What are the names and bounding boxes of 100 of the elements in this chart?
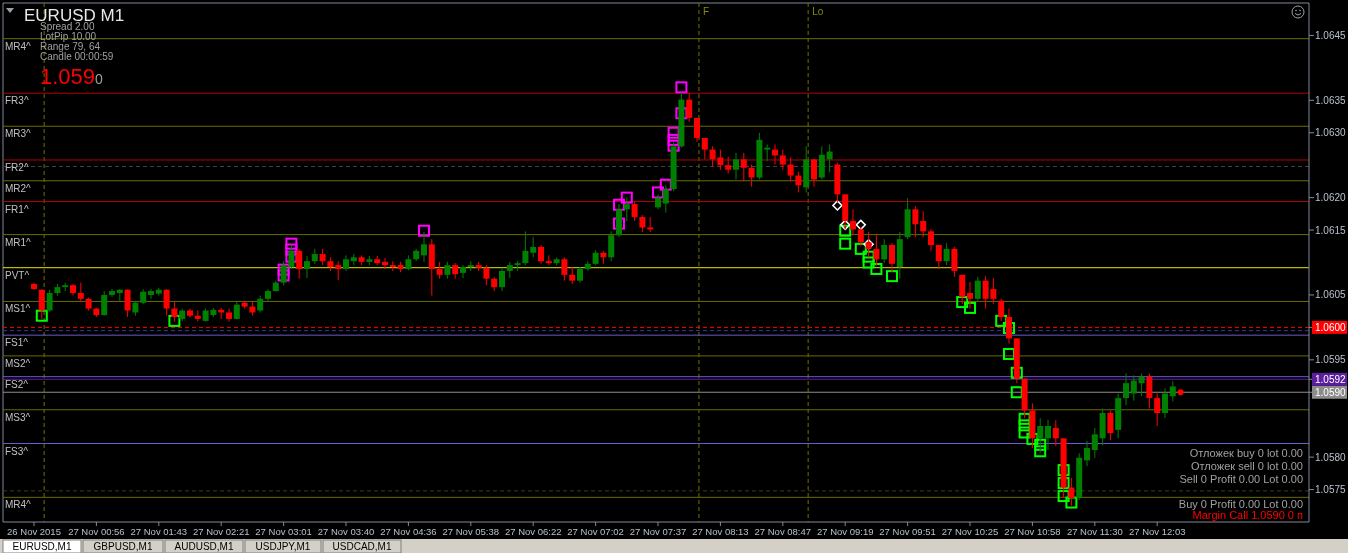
candlestick <box>631 201 638 222</box>
point <box>1034 445 1047 458</box>
annotation: Buy 0 Profit 0.00 Lot 0.00 <box>1178 498 1303 510</box>
candlestick <box>733 152 739 180</box>
text: AUDUSD,M1 <box>174 541 234 552</box>
point <box>1057 477 1070 490</box>
ref-line-label: MR3^ <box>5 128 32 140</box>
y-tick-label: 1.0605 <box>1315 289 1347 301</box>
point <box>839 224 852 237</box>
annotation: Отложек sell 0 lot 0.00 <box>1190 460 1303 472</box>
candlestick <box>935 244 942 270</box>
candlestick <box>608 230 615 262</box>
x-tick-label: 27 Nov 01:43 <box>130 526 188 537</box>
candlestick <box>787 156 794 182</box>
point <box>168 314 181 327</box>
candlestick <box>1107 409 1114 441</box>
candlestick <box>889 242 895 273</box>
candlestick <box>951 246 958 278</box>
point <box>855 219 867 231</box>
candlestick <box>538 244 544 265</box>
candlestick <box>694 117 700 143</box>
point <box>35 309 48 322</box>
point <box>652 186 664 199</box>
point <box>277 269 290 282</box>
x-tick-label: 27 Nov 08:13 <box>692 526 749 537</box>
candlestick <box>101 290 108 317</box>
candlestick <box>382 257 388 270</box>
text: USDCAD,M1 <box>332 541 392 552</box>
candlestick <box>522 230 529 266</box>
annotation: Range 79, 64 <box>40 41 101 52</box>
x-tick-label: 27 Nov 09:51 <box>879 526 936 537</box>
y-tick-label: 1.0630 <box>1315 127 1347 139</box>
ref-line-label: MR1^ <box>5 236 32 248</box>
ref-line-label: MR4^ <box>5 40 32 52</box>
candlestick <box>499 268 505 292</box>
candlestick <box>974 276 981 302</box>
candlestick <box>1162 387 1168 419</box>
x-tick-label: 27 Nov 07:37 <box>629 526 687 537</box>
point <box>1026 432 1039 445</box>
annotation: Sell 0 Profit 0.00 Lot 0.00 <box>1179 473 1303 485</box>
candlestick <box>818 145 825 180</box>
y-tick-label: 1.0595 <box>1315 354 1347 366</box>
candlestick <box>748 164 755 188</box>
candlestick <box>421 231 427 263</box>
x-tick-label: 27 Nov 10:25 <box>941 526 999 537</box>
point <box>862 256 875 269</box>
x-tick-label: 26 Nov 2015 <box>7 526 61 537</box>
point <box>854 242 867 255</box>
point <box>613 198 625 211</box>
candlestick <box>46 289 53 313</box>
text: GBPUSD,M1 <box>93 541 153 552</box>
point <box>620 191 633 204</box>
annotation: Spread 2.00 <box>40 21 95 32</box>
candlestick <box>77 282 84 303</box>
point <box>1018 412 1031 425</box>
ref-line-label: MS3^ <box>5 411 31 423</box>
point <box>1010 386 1023 399</box>
candlestick <box>148 288 154 300</box>
y-tick-label: 1.0575 <box>1315 484 1347 496</box>
candlestick <box>865 231 872 258</box>
candlestick <box>304 255 310 279</box>
point <box>285 250 298 263</box>
point <box>1003 347 1015 360</box>
ref-line-label: FR1^ <box>5 203 29 215</box>
point <box>964 301 976 314</box>
annotation: F <box>702 6 710 17</box>
ref-line-label: PVT^ <box>5 269 30 281</box>
candlestick <box>530 236 537 258</box>
candlestick <box>959 274 966 305</box>
point <box>862 250 875 263</box>
point <box>886 270 898 283</box>
point <box>418 224 430 237</box>
point <box>1057 464 1070 477</box>
point <box>1018 419 1031 432</box>
x-tick-label: 27 Nov 08:47 <box>754 526 812 537</box>
candlestick <box>1037 417 1044 454</box>
x-tick-label: 27 Nov 11:30 <box>1066 526 1123 537</box>
point <box>1065 496 1078 509</box>
point <box>870 262 883 275</box>
y-tick-label: 1.0620 <box>1315 192 1347 204</box>
candlestick <box>686 92 693 123</box>
ref-line-label: MR4^ <box>5 499 32 511</box>
x-tick-label: 27 Nov 05:38 <box>442 526 500 537</box>
candlestick <box>1084 440 1090 467</box>
point <box>832 200 843 211</box>
ref-line-label: FS2^ <box>5 378 29 390</box>
point <box>1010 366 1023 379</box>
ref-line-label: MR2^ <box>5 182 32 194</box>
candlestick <box>1169 380 1176 402</box>
point <box>659 178 672 191</box>
text: EURUSD,M1 <box>12 541 72 552</box>
candlestick <box>171 301 178 323</box>
candlestick <box>1146 372 1153 409</box>
annotation: 0 <box>95 71 104 87</box>
annotation: Lo <box>812 6 824 17</box>
point <box>285 237 298 250</box>
candlestick <box>335 260 342 281</box>
candlestick <box>163 288 170 317</box>
y-tick-label: 1.0645 <box>1315 29 1347 41</box>
x-tick-label: 27 Nov 03:01 <box>255 526 312 537</box>
